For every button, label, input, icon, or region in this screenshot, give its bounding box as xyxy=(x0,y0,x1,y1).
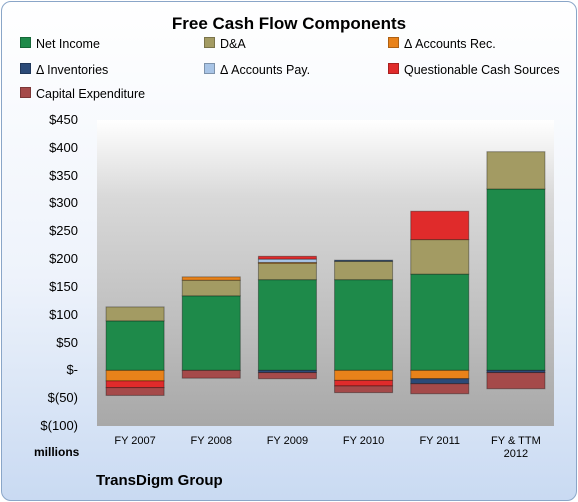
legend-label: Δ Inventories xyxy=(36,63,109,77)
bar-highlight xyxy=(337,386,390,392)
legend-item: Δ Accounts Pay. xyxy=(204,63,310,77)
bar-highlight xyxy=(261,263,314,279)
bar-highlight xyxy=(337,262,390,279)
legend-swatch xyxy=(388,63,399,74)
bar-highlight xyxy=(337,371,390,380)
bar-highlight xyxy=(109,381,162,387)
bar-highlight xyxy=(489,189,542,370)
x-tick-label: FY 2008 xyxy=(190,435,232,447)
bar-highlight xyxy=(109,371,162,380)
units-label: millions xyxy=(34,445,80,459)
x-tick-label: FY 2007 xyxy=(114,435,156,447)
legend-label: Questionable Cash Sources xyxy=(404,63,560,77)
legend-item: Δ Inventories xyxy=(20,63,108,77)
bar-highlight xyxy=(261,257,314,259)
legend-swatch xyxy=(20,63,31,74)
legend-item: Questionable Cash Sources xyxy=(388,63,560,77)
y-tick-label: $350 xyxy=(49,167,78,183)
bar-highlight xyxy=(337,381,390,385)
legend-item: Capital Expenditure xyxy=(20,87,145,101)
bar-highlight xyxy=(261,373,314,378)
legend-label: Capital Expenditure xyxy=(36,87,146,101)
legend-swatch xyxy=(204,63,215,74)
legend-swatch xyxy=(204,37,215,48)
bar-highlight xyxy=(185,296,238,370)
legend-item: Net Income xyxy=(20,37,100,51)
y-tick-label: $(50) xyxy=(47,390,78,406)
legend-label: Δ Accounts Pay. xyxy=(220,63,311,77)
bar-highlight xyxy=(489,373,542,388)
bar-highlight xyxy=(109,307,162,320)
x-tick-label: FY 2009 xyxy=(266,435,309,447)
y-tick-label: $250 xyxy=(49,223,78,239)
x-tick-label: FY 2011 xyxy=(419,435,461,447)
chart-title: Free Cash Flow Components xyxy=(171,14,407,33)
bar-highlight xyxy=(261,280,314,370)
bar-highlight xyxy=(413,240,466,274)
x-tick-label: FY 2010 xyxy=(342,435,385,447)
legend-swatch xyxy=(20,87,31,98)
y-tick-label: $50 xyxy=(56,334,78,350)
bar-highlight xyxy=(413,379,466,383)
y-tick-label: $300 xyxy=(49,195,78,211)
bar-highlight xyxy=(337,280,390,370)
bar-highlight xyxy=(413,275,466,370)
bar-segment xyxy=(334,259,394,262)
bar-highlight xyxy=(413,384,466,393)
y-tick-label: $- xyxy=(66,362,78,378)
legend-label: D&A xyxy=(220,37,246,51)
x-tick-label: FY & TTM 2012 xyxy=(491,435,541,460)
bar-highlight xyxy=(109,321,162,370)
bar-highlight xyxy=(185,281,238,295)
y-tick-label: $400 xyxy=(49,139,78,155)
bar-highlight xyxy=(489,152,542,188)
bar-highlight xyxy=(185,277,238,280)
company-name: TransDigm Group xyxy=(96,472,223,489)
bar-highlight xyxy=(109,388,162,395)
y-tick-label: $150 xyxy=(49,278,78,294)
plot-area xyxy=(97,120,554,426)
bar-highlight xyxy=(185,371,238,378)
legend-item: Δ Accounts Rec. xyxy=(388,37,496,51)
y-tick-label: $450 xyxy=(49,112,78,127)
legend-label: Net Income xyxy=(36,37,100,51)
bar-highlight xyxy=(413,212,466,239)
legend-label: Δ Accounts Rec. xyxy=(404,37,496,51)
y-tick-label: $200 xyxy=(49,251,78,267)
legend-swatch xyxy=(388,37,399,48)
legend-swatch xyxy=(20,37,31,48)
bar-highlight xyxy=(261,260,314,262)
legend-item: D&A xyxy=(204,37,246,51)
bar-highlight xyxy=(413,371,466,378)
y-tick-label: $100 xyxy=(49,306,78,322)
y-tick-label: $(100) xyxy=(40,418,78,433)
